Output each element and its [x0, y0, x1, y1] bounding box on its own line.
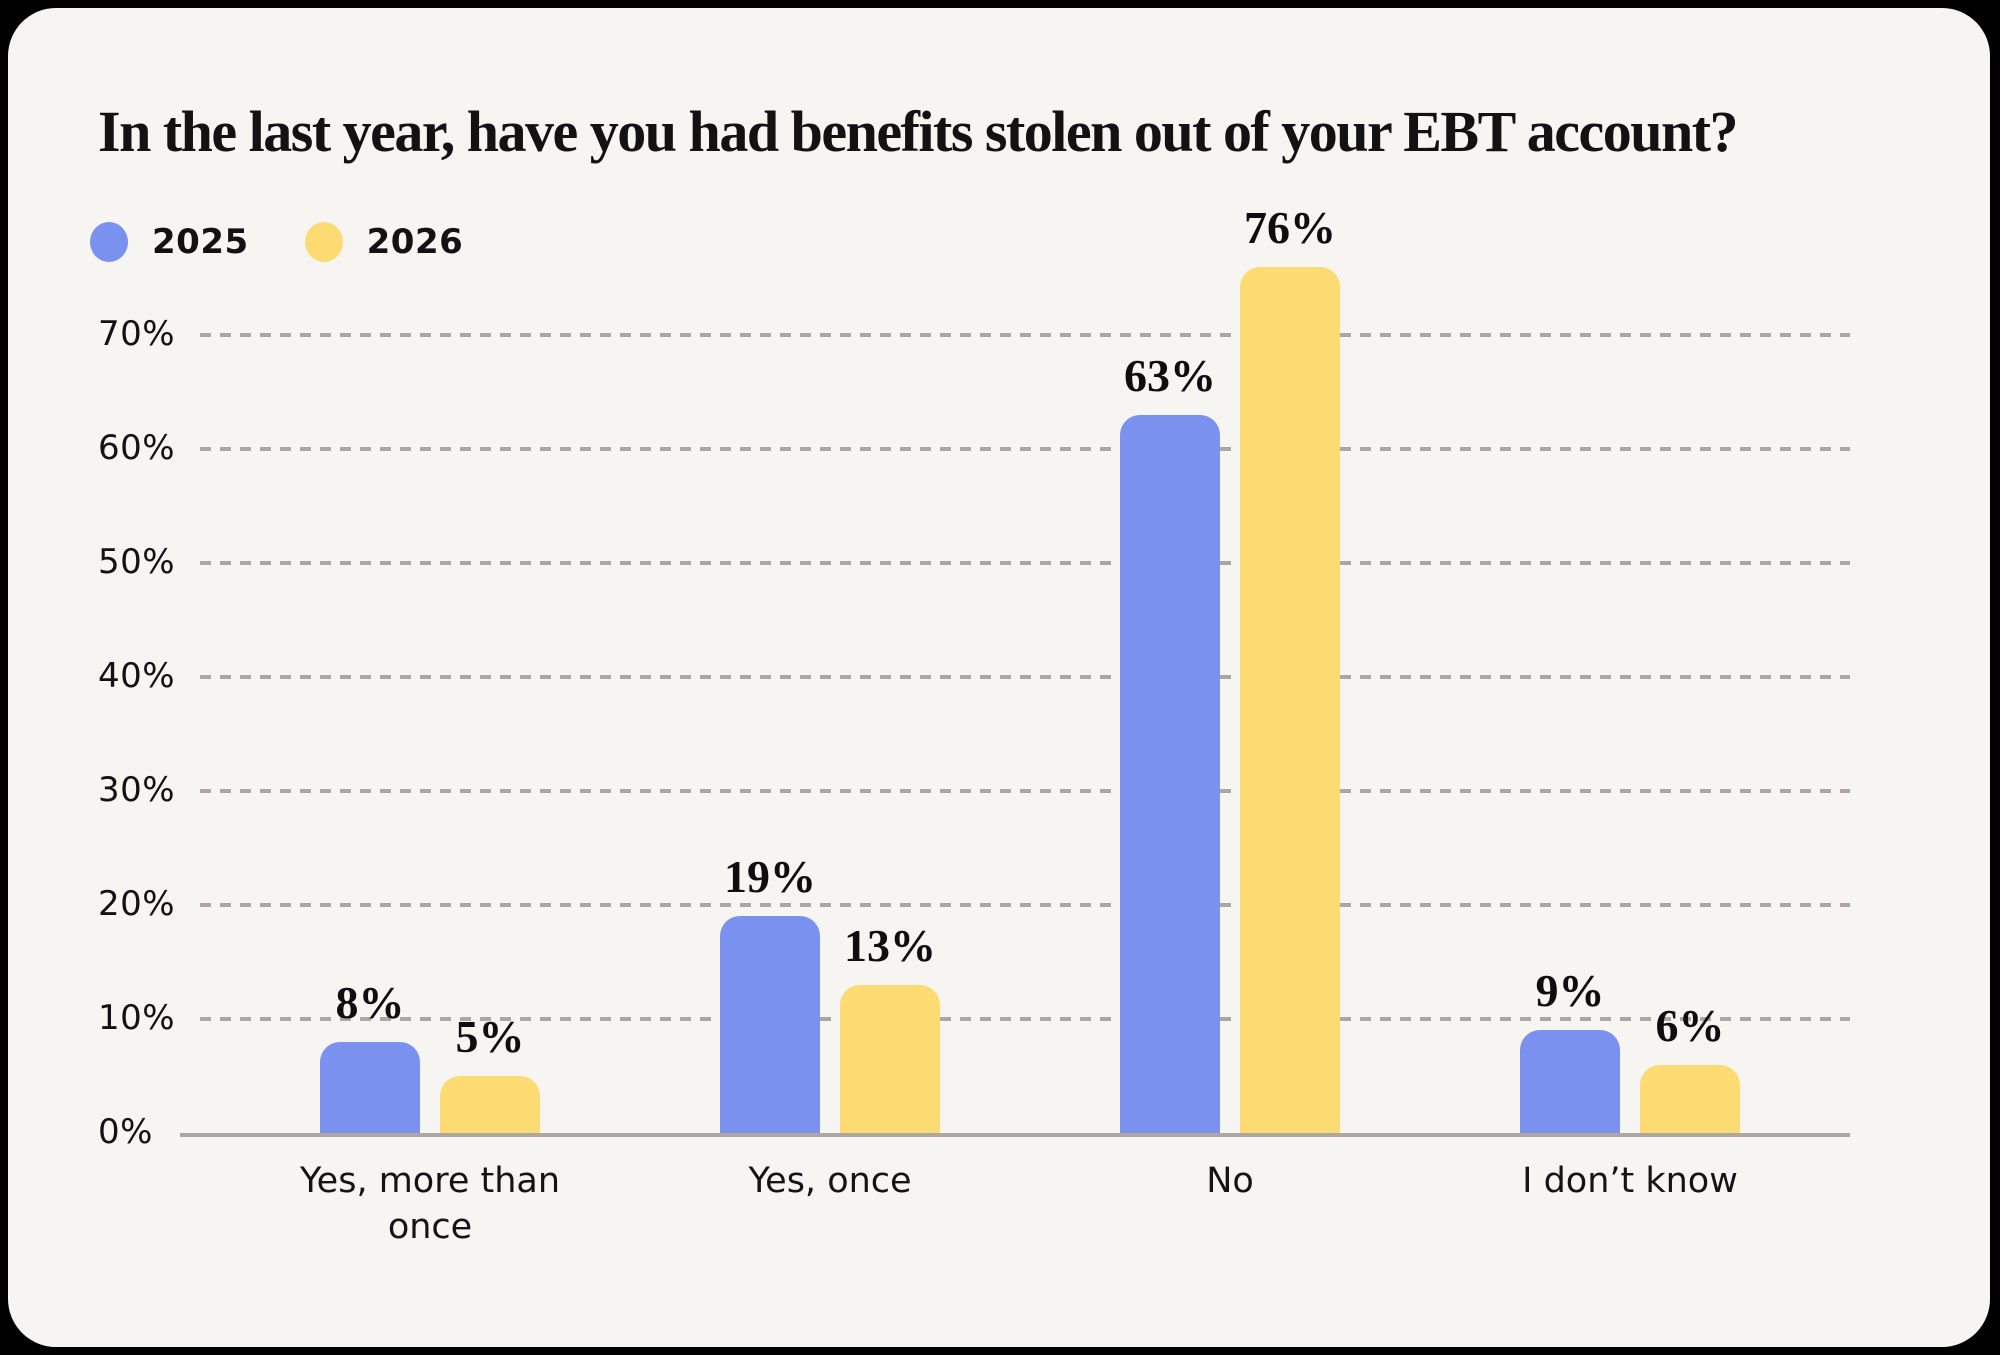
bar-2025-no — [1120, 414, 1220, 1137]
bar-2025-yes-more-than-once — [320, 1041, 420, 1137]
bar-value-2025-i-don-t-know: 9% — [1535, 965, 1605, 1017]
bar-2026-yes-once — [840, 984, 940, 1137]
y-tick-label-0: 0% — [98, 1112, 153, 1152]
gridline-50 — [200, 561, 1850, 565]
bar-value-2025-no: 63% — [1124, 349, 1216, 401]
plot-area: 70% 60% 50% 40% 30% 20% 10% 0% 8% 5% Yes, more tha… — [8, 8, 1990, 1347]
y-tick-label-60: 60% — [98, 428, 176, 468]
category-label-yes-more-than-once: Yes, more than once — [299, 1161, 561, 1247]
x-axis-line — [180, 1133, 1850, 1137]
bar-value-2026-no: 76% — [1244, 201, 1336, 253]
bar-value-2026-i-don-t-know: 6% — [1655, 999, 1725, 1051]
chart-title: In the last year, have you had benefits … — [98, 99, 1739, 164]
bar-2025-yes-once — [720, 916, 820, 1137]
category-label-no: No — [1206, 1161, 1254, 1201]
bar-value-2025-yes-more-than-once: 8% — [335, 976, 405, 1028]
gridline-30 — [200, 789, 1850, 793]
y-tick-label-40: 40% — [98, 656, 176, 696]
gridline-70 — [200, 333, 1850, 337]
gridline-40 — [200, 675, 1850, 679]
bar-2026-no — [1240, 266, 1340, 1137]
category-label-yes-once: Yes, once — [748, 1161, 912, 1201]
legend-item-2025: 2025 — [90, 222, 249, 262]
y-tick-label-70: 70% — [98, 314, 176, 354]
bar-value-2025-yes-once: 19% — [724, 851, 816, 903]
legend-label-2025: 2025 — [152, 222, 249, 262]
bar-value-2026-yes-more-than-once: 5% — [455, 1011, 525, 1062]
legend-swatch-2025 — [90, 222, 128, 262]
gridline-60 — [200, 447, 1850, 451]
y-tick-label-20: 20% — [98, 884, 176, 924]
legend-label-2026: 2026 — [366, 222, 464, 262]
bar-2026-yes-more-than-once — [440, 1076, 540, 1137]
y-tick-label-50: 50% — [98, 542, 176, 582]
y-tick-label-30: 30% — [98, 770, 176, 810]
bar-value-2026-yes-once: 13% — [844, 919, 936, 971]
y-tick-label-10: 10% — [98, 998, 176, 1038]
gridline-20 — [200, 903, 1850, 907]
legend-item-2026: 2026 — [304, 222, 464, 262]
bar-2026-i-don-t-know — [1640, 1064, 1740, 1137]
category-label-i-don-t-know: I don’t know — [1522, 1161, 1738, 1201]
bar-2025-i-don-t-know — [1520, 1030, 1620, 1137]
legend-swatch-2026 — [304, 222, 343, 262]
gridline-10 — [200, 1017, 1850, 1021]
chart-legend: 2025 2026 — [90, 222, 463, 262]
chart-card: In the last year, have you had benefits … — [8, 8, 1990, 1347]
